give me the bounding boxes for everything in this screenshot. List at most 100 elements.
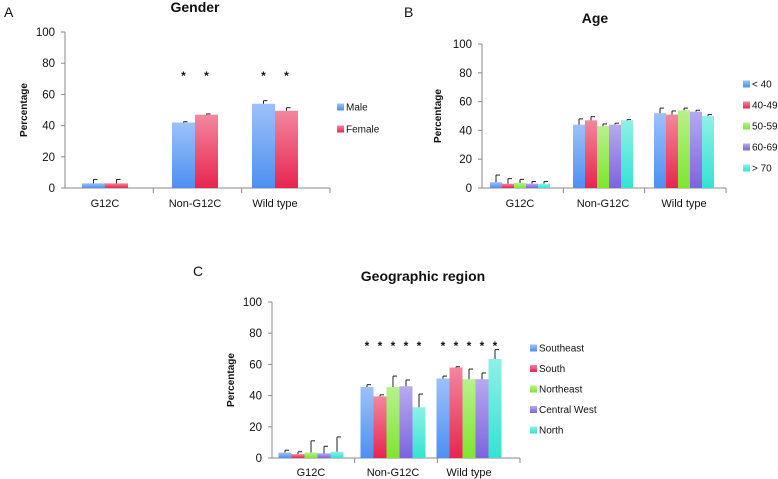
legend: < 40 40-49 50-59 60-69 > 70: [743, 80, 778, 175]
significance-marker: *: [365, 339, 370, 353]
significance-marker: *: [404, 339, 409, 353]
significance-marker: *: [454, 339, 459, 353]
y-tick-label: 80: [459, 68, 472, 80]
y-axis-label: Percentage: [19, 83, 30, 137]
legend-label-central-west: Central West: [539, 405, 597, 416]
x-tick-label: G12C: [91, 198, 120, 210]
panel-a: A Gender Percentage 0 20 40 60 80 100 G12C Non-G12…: [4, 0, 380, 210]
x-tick-label: G12C: [297, 467, 326, 479]
legend-label-70: > 70: [752, 164, 772, 175]
bar-40-non-g12c: [573, 124, 585, 188]
y-tick-label: 80: [42, 58, 55, 70]
bar-60-69-g12c: [526, 183, 538, 188]
significance-marker: *: [480, 339, 485, 353]
bar-southeast-non-g12c: [360, 387, 374, 458]
y-tick-label: 0: [256, 453, 262, 465]
significance-marker: *: [204, 69, 209, 83]
legend-swatch-40-49: [743, 101, 750, 109]
y-tick-label: 20: [42, 152, 55, 164]
y-tick-label: 20: [249, 422, 262, 434]
significance-marker: *: [378, 339, 383, 353]
legend-label-southeast: Southeast: [539, 344, 584, 355]
bar-southeast-wild-type: [436, 378, 450, 458]
bar-60-69-non-g12c: [609, 124, 621, 188]
legend-swatch-southeast: [530, 344, 537, 352]
x-tick-label: Wild type: [661, 198, 706, 210]
panel-b: B Age Percentage 0 20 40 60 80 100 G12C Non-G12C Wi…: [404, 4, 778, 210]
y-tick-label: 40: [42, 121, 55, 133]
chart-title: Gender: [170, 0, 220, 15]
panel-letter: C: [193, 263, 203, 279]
significance-marker: *: [441, 339, 446, 353]
bar-40-wild-type: [654, 113, 666, 188]
legend-label-female: Female: [346, 125, 380, 136]
y-tick-label: 40: [459, 125, 472, 137]
significance-marker: *: [417, 339, 422, 353]
bar-male-g12c: [82, 183, 105, 188]
legend: Male Female: [337, 103, 380, 136]
y-tick-label: 40: [249, 391, 262, 403]
legend-label-50-59: 50-59: [752, 122, 778, 133]
bar-70-wild-type: [702, 116, 714, 188]
x-tick-label: Wild type: [252, 198, 297, 210]
bar-southeast-g12c: [278, 452, 292, 458]
bar-northeast-wild-type: [462, 379, 476, 458]
x-tick-label: G12C: [506, 198, 535, 210]
bar-female-non-g12c: [195, 114, 218, 188]
y-tick-label: 60: [459, 97, 472, 109]
y-axis-label: Percentage: [226, 353, 237, 407]
legend-swatch-northeast: [530, 385, 537, 393]
significance-marker: *: [391, 339, 396, 353]
y-tick-label: 80: [249, 328, 262, 340]
legend-swatch-north: [530, 426, 537, 434]
chart-title: Geographic region: [361, 268, 485, 284]
legend: Southeast South Northeast Central West North: [530, 344, 597, 437]
bar-40-g12c: [490, 182, 502, 188]
y-tick-label: 60: [42, 89, 55, 101]
y-tick-label: 100: [36, 27, 55, 39]
legend-label-60-69: 60-69: [752, 143, 778, 154]
bar-north-non-g12c: [412, 407, 426, 458]
x-tick-label: Non-G12C: [367, 467, 420, 479]
bar-40-49-g12c: [502, 183, 514, 188]
legend-swatch-central-west: [530, 406, 537, 413]
bar-40-49-non-g12c: [585, 120, 597, 188]
legend-label-south: South: [539, 364, 565, 375]
bar-male-non-g12c: [172, 122, 195, 188]
y-tick-label: 0: [49, 183, 55, 195]
legend-swatch-40: [743, 80, 750, 88]
legend-swatch-70: [743, 164, 750, 172]
bar-70-g12c: [538, 183, 550, 188]
significance-marker: *: [467, 339, 472, 353]
bar-south-non-g12c: [373, 396, 387, 458]
bar-north-g12c: [330, 451, 344, 458]
bar-central-west-wild-type: [475, 379, 489, 458]
y-tick-label: 100: [243, 297, 262, 309]
legend-label-40: < 40: [752, 80, 772, 91]
legend-swatch-male: [337, 103, 344, 111]
significance-marker: *: [493, 339, 498, 353]
bar-north-wild-type: [488, 358, 502, 458]
legend-label-male: Male: [346, 103, 368, 114]
panel-letter: A: [4, 4, 14, 20]
legend-label-northeast: Northeast: [539, 385, 583, 396]
y-tick-label: 20: [459, 154, 472, 166]
bar-70-non-g12c: [621, 120, 633, 188]
legend-swatch-south: [530, 365, 537, 372]
x-tick-label: Non-G12C: [169, 198, 222, 210]
significance-marker: *: [284, 69, 289, 83]
bar-female-g12c: [105, 183, 128, 188]
legend-label-north: North: [539, 426, 563, 437]
x-tick-label: Non-G12C: [577, 198, 630, 210]
legend-swatch-female: [337, 125, 344, 133]
y-tick-label: 0: [466, 183, 472, 195]
y-axis-label: Percentage: [433, 89, 444, 143]
bar-south-g12c: [291, 454, 305, 458]
bar-40-49-wild-type: [666, 114, 678, 188]
bar-south-wild-type: [449, 367, 463, 458]
y-tick-label: 100: [453, 39, 472, 51]
bar-50-59-wild-type: [678, 110, 690, 188]
chart-title: Age: [582, 10, 609, 26]
legend-swatch-50-59: [743, 122, 750, 130]
